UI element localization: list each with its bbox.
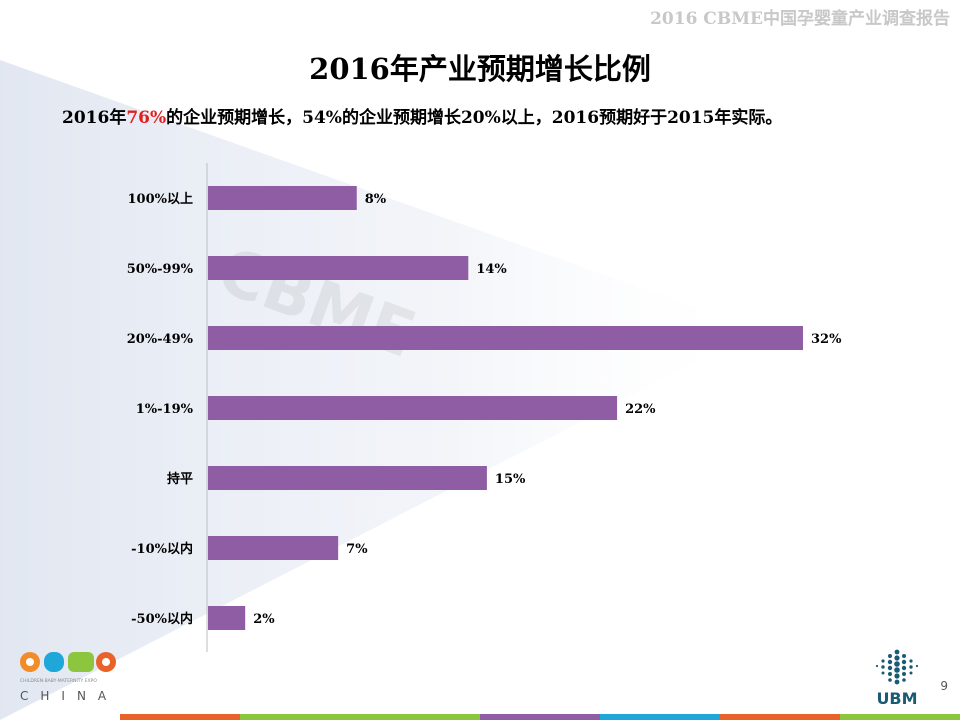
- ubm-logo-text: UBM: [876, 689, 917, 708]
- data-label-1: 14%: [476, 262, 507, 277]
- bottom-color-bar: [120, 714, 960, 720]
- bar-5: [208, 536, 339, 560]
- bar-1: [208, 256, 469, 280]
- data-label-6: 2%: [253, 612, 275, 627]
- data-label-4: 15%: [495, 472, 526, 487]
- data-label-5: 7%: [346, 542, 368, 557]
- bottom-bar-segment-0: [120, 714, 240, 720]
- bottom-bar-segment-2: [360, 714, 480, 720]
- data-label-2: 32%: [811, 332, 842, 347]
- bar-6: [208, 606, 246, 630]
- category-label-2: 20%-49%: [127, 332, 194, 347]
- bar-4: [208, 466, 487, 490]
- page-title: 2016年产业预期增长比例: [309, 52, 651, 86]
- cbme-logo: CHILDREN·BABY·MATERNITY EXPO CHINA: [18, 648, 128, 708]
- bottom-bar-segment-6: [840, 714, 960, 720]
- bottom-bar-segment-5: [720, 714, 840, 720]
- page-subtitle: 2016年76%的企业预期增长，54%的企业预期增长20%以上，2016预期好于…: [62, 103, 782, 128]
- bottom-bar-segment-4: [600, 714, 720, 720]
- page-number: 9: [940, 679, 948, 693]
- subtitle-part1: 2016年: [62, 108, 127, 128]
- category-label-0: 100%以上: [128, 192, 194, 207]
- report-header: 2016 CBME中国孕婴童产业调查报告: [650, 9, 950, 29]
- subtitle-highlight: 76%: [126, 108, 167, 128]
- bar-0: [208, 186, 357, 210]
- category-label-1: 50%-99%: [127, 262, 194, 277]
- bar-2: [208, 326, 803, 350]
- bottom-bar-segment-1: [240, 714, 360, 720]
- bar-3: [208, 396, 618, 420]
- category-label-6: -50%以内: [131, 611, 193, 627]
- cbme-logo-tagline: CHILDREN·BABY·MATERNITY EXPO: [20, 678, 97, 684]
- data-label-3: 22%: [625, 402, 656, 417]
- category-label-3: 1%-19%: [136, 402, 194, 417]
- category-label-5: -10%以内: [131, 541, 193, 557]
- data-label-0: 8%: [365, 192, 387, 207]
- category-label-4: 持平: [167, 471, 193, 487]
- bottom-bar-segment-3: [480, 714, 600, 720]
- subtitle-part2: 的企业预期增长，54%的企业预期增长20%以上，2016预期好于2015年实际。: [166, 108, 783, 128]
- cbme-logo-sub: CHINA: [20, 689, 118, 703]
- ubm-logo: UBM: [866, 646, 928, 712]
